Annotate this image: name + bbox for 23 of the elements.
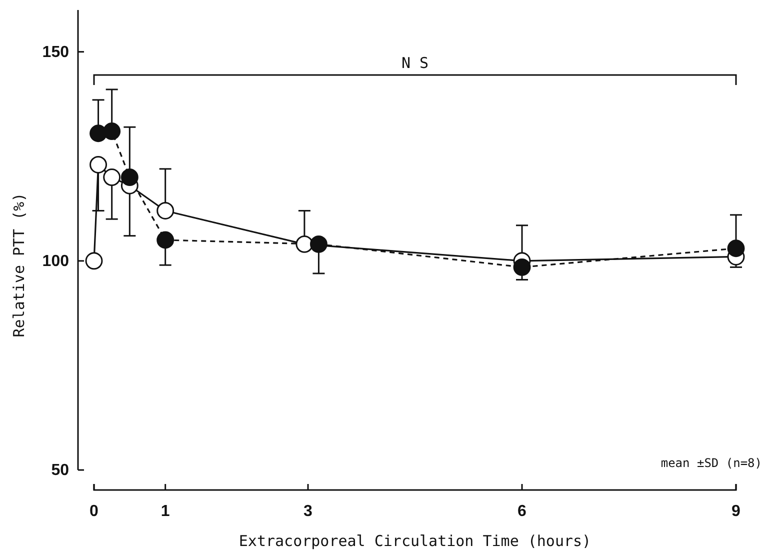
y-tick-label: 50 [51,462,70,480]
x-tick-label: 1 [160,503,170,520]
point [727,240,745,258]
point [156,202,174,220]
x-tick-label: 0 [90,503,99,520]
point [513,258,531,276]
y-axis-title: Relative PTT (%) [10,192,28,338]
x-tick-label: 6 [518,503,527,520]
point [85,252,103,270]
point [103,122,121,140]
x-tick-label: 3 [304,503,313,520]
point [120,168,138,186]
point [103,168,121,186]
annotation: mean ±SD (n=8) [660,456,762,470]
point [156,231,174,249]
y-tick-label: 100 [42,253,70,270]
x-tick-label: 9 [732,503,741,520]
point [296,235,314,253]
point [90,156,108,174]
point [310,235,328,253]
y-tick-label: 150 [42,44,70,61]
x-axis-title: Extracorporeal Circulation Time (hours) [238,532,592,550]
annotation: N S [401,54,429,72]
